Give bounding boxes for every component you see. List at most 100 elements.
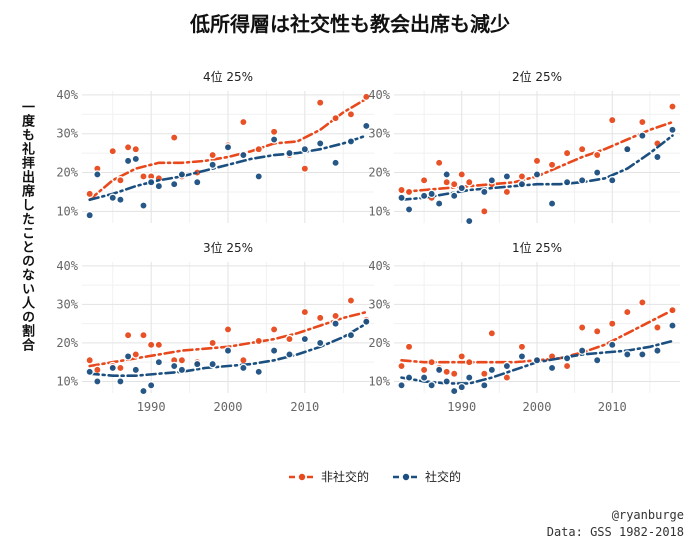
y-tick-label: 20% [368,166,390,180]
data-point [397,185,406,195]
data-point [457,352,466,361]
data-point [623,144,632,154]
data-point [116,363,125,373]
data-point [592,168,602,177]
data-point [427,381,436,390]
data-point [434,199,444,208]
y-tick-label: 30% [56,127,78,141]
data-point [577,176,587,185]
panel-2: 2位 25% 10% 20% 30% 40% [368,69,680,226]
data-point [93,365,102,375]
data-point [254,172,263,181]
data-point [108,193,117,203]
data-point [331,113,340,123]
data-point [668,321,677,330]
data-point [562,177,572,187]
data-point [465,216,474,226]
y-tick-label: 20% [56,166,78,180]
data-point [517,179,527,189]
data-point [139,201,148,210]
data-point [223,325,233,334]
data-point [254,336,263,346]
data-point [85,189,94,199]
data-point [577,144,587,154]
data-point [269,127,279,137]
data-point [193,359,202,369]
data-point [653,152,662,162]
data-point [502,187,512,197]
legend-swatch-dot [297,472,307,482]
data-point [154,340,164,350]
data-point [668,102,677,111]
y-tick-label: 40% [368,259,390,273]
data-point [457,183,466,193]
data-point [315,98,325,107]
data-point [154,181,164,191]
data-point [208,338,217,348]
legend-label: 社交的 [425,469,461,484]
data-point [480,369,489,378]
data-point [285,148,294,158]
data-point [442,377,451,386]
data-point [592,355,602,365]
data-point [442,367,451,377]
data-point [300,144,310,154]
chart-title: 低所得層は社交性も教会出席も減少 [190,12,510,36]
data-point [638,298,647,307]
trend-line [88,134,368,201]
data-point [300,307,310,317]
data-point [85,210,94,220]
data-point [397,361,406,371]
data-point [532,355,542,365]
data-point [442,170,451,179]
data-point [480,381,489,390]
data-point [254,144,263,154]
data-point [487,329,497,338]
data-point [419,373,429,382]
data-point [362,121,371,131]
data-point [449,179,459,189]
data-point [169,361,179,371]
y-tick-label: 20% [368,336,390,350]
data-point [547,199,557,208]
data-point [592,327,602,336]
data-point [362,317,371,326]
data-point [457,170,466,179]
data-point [449,386,459,396]
data-point [269,325,279,334]
data-point [502,361,512,371]
data-point [346,330,356,340]
y-tick-label: 10% [368,204,390,218]
data-point [208,160,217,170]
data-point [108,146,117,156]
data-point [177,365,187,375]
data-point [608,115,617,125]
data-point [362,92,371,102]
data-point [300,164,310,173]
data-point [131,144,141,154]
x-tick-label: 2000 [523,400,552,414]
data-point [562,354,572,363]
data-point [623,350,632,359]
data-point [404,205,414,214]
data-point [139,172,148,181]
data-point [502,172,512,181]
data-point [116,195,125,204]
data-point [346,137,356,146]
data-point [331,158,340,168]
data-point [169,133,179,142]
data-point [419,191,429,201]
y-tick-label: 30% [368,297,390,311]
data-point [154,357,164,367]
data-point [638,117,647,127]
data-point [404,187,414,197]
data-point [397,193,406,203]
data-point [592,150,602,160]
y-tick-label: 10% [56,204,78,218]
data-point [146,340,156,350]
data-point [269,135,279,144]
legend-swatch-dot [401,472,411,482]
data-point [517,172,527,181]
data-point [562,148,572,158]
